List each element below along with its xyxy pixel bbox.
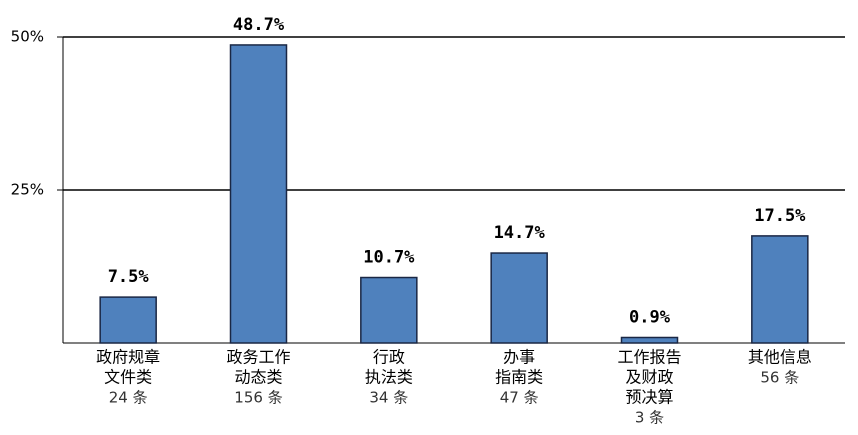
- value-label: 10.7%: [363, 248, 415, 268]
- value-label: 48.7%: [233, 15, 285, 35]
- bar: [490, 252, 548, 344]
- x-tick-label: 政府规章: [96, 348, 160, 367]
- x-tick-label: 文件类: [104, 368, 152, 387]
- count-label: 3 条: [635, 409, 664, 427]
- value-label: 14.7%: [494, 223, 546, 243]
- count-label: 34 条: [369, 389, 408, 407]
- x-tick-label: 其他信息: [748, 348, 812, 367]
- x-tick-label: 行政: [373, 348, 405, 367]
- bar: [229, 44, 288, 344]
- value-label: 7.5%: [108, 267, 150, 287]
- x-tick-label: 指南类: [495, 368, 543, 387]
- x-tick-label: 预决算: [625, 388, 673, 407]
- y-tick-label: 25%: [11, 181, 44, 199]
- count-label: 24 条: [109, 389, 148, 407]
- x-tick-label: 办事: [503, 348, 535, 367]
- count-label: 56 条: [760, 369, 799, 387]
- bar: [99, 296, 157, 344]
- count-label: 47 条: [500, 389, 539, 407]
- x-tick-label: 工作报告: [617, 348, 681, 367]
- bar: [620, 336, 679, 344]
- y-tick-label: 50%: [11, 28, 44, 46]
- bar: [751, 235, 809, 344]
- x-tick-label: 政务工作: [226, 348, 290, 367]
- bar: [360, 276, 418, 344]
- x-tick-label: 及财政: [625, 368, 673, 387]
- count-label: 156 条: [234, 389, 282, 407]
- value-label: 17.5%: [754, 206, 806, 226]
- x-tick-label: 执法类: [365, 368, 413, 387]
- value-label: 0.9%: [629, 307, 671, 327]
- x-tick-label: 动态类: [234, 368, 282, 387]
